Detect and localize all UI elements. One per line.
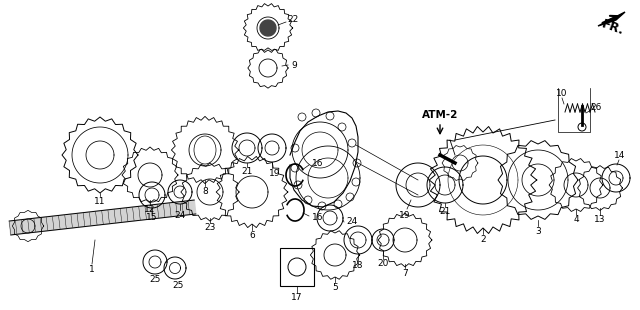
Text: 10: 10	[556, 88, 568, 98]
Polygon shape	[260, 20, 276, 36]
Text: 11: 11	[94, 197, 106, 206]
Text: 16: 16	[312, 214, 324, 223]
Text: 21: 21	[439, 207, 451, 216]
Text: 21: 21	[241, 167, 253, 176]
Text: 1: 1	[89, 265, 95, 274]
Text: 26: 26	[590, 104, 602, 113]
Text: 15: 15	[147, 214, 157, 223]
Text: 20: 20	[378, 259, 388, 268]
Text: 25: 25	[149, 276, 161, 285]
Text: FR.: FR.	[600, 18, 626, 38]
Text: 22: 22	[287, 16, 299, 24]
Text: 2: 2	[480, 236, 486, 245]
Text: 7: 7	[402, 268, 408, 277]
Text: 19: 19	[269, 169, 281, 178]
Text: ATM-2: ATM-2	[422, 110, 458, 120]
Text: 9: 9	[291, 60, 297, 69]
Text: 13: 13	[595, 215, 605, 224]
Text: 3: 3	[535, 228, 541, 237]
Polygon shape	[9, 200, 196, 235]
Text: 5: 5	[332, 282, 338, 291]
Text: 6: 6	[249, 231, 255, 240]
Text: 25: 25	[172, 281, 184, 290]
Text: 8: 8	[202, 188, 208, 197]
Text: 14: 14	[614, 150, 626, 160]
Text: 23: 23	[204, 224, 216, 232]
Text: 24: 24	[346, 218, 358, 227]
Text: 4: 4	[573, 215, 579, 224]
Text: 19: 19	[399, 210, 411, 219]
Polygon shape	[598, 12, 625, 26]
Text: 16: 16	[312, 158, 324, 167]
Text: 18: 18	[352, 260, 364, 269]
Text: 17: 17	[291, 294, 303, 303]
Bar	[280, 248, 314, 286]
Text: 24: 24	[174, 210, 186, 219]
Text: 12: 12	[144, 206, 156, 215]
